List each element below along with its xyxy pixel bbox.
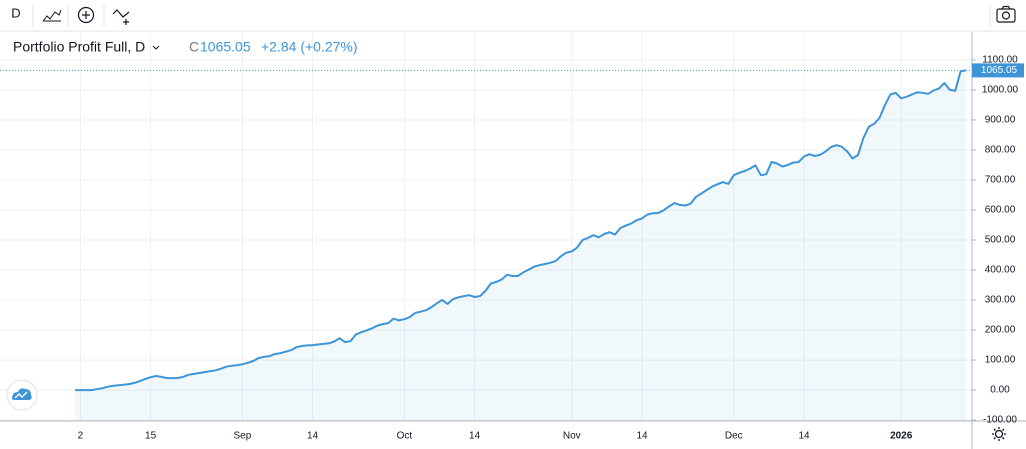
compare-button[interactable] (77, 6, 95, 24)
legend-menu-icon[interactable] (152, 45, 160, 50)
indicators-button[interactable] (112, 9, 130, 25)
interval-button[interactable]: D (11, 5, 20, 20)
last-price-tag (972, 63, 1024, 78)
x-tick-label: Sep (234, 431, 252, 442)
y-tick-label: 1100.00 (982, 55, 1018, 66)
x-tick-label: 14 (307, 431, 319, 442)
close-value: 1065.05 (200, 39, 251, 55)
y-tick-label: 1000.00 (982, 85, 1019, 96)
y-tick-label: 400.00 (985, 265, 1016, 276)
y-tick-label: 0.00 (990, 385, 1010, 396)
series-title: Portfolio Profit Full, D (13, 39, 145, 55)
change-value: +2.84 (+0.27%) (261, 39, 358, 55)
snapshot-button[interactable] (996, 5, 1016, 23)
y-tick-label: 900.00 (985, 115, 1016, 126)
y-tick-label: 300.00 (985, 295, 1016, 306)
y-tick-label: 600.00 (985, 205, 1016, 216)
y-tick-label: -100.00 (983, 415, 1017, 426)
last-price-label: 1065.05 (981, 65, 1018, 76)
y-tick-label: 200.00 (985, 325, 1016, 336)
x-tick-label: Nov (563, 431, 581, 442)
area-fill (75, 70, 966, 421)
y-tick-label: 800.00 (985, 145, 1016, 156)
y-tick-label: 500.00 (985, 235, 1016, 246)
settings-button[interactable] (992, 427, 1006, 441)
toolbar (0, 0, 1026, 31)
x-tick-label: 14 (469, 431, 481, 442)
x-tick-label: 2 (78, 431, 84, 442)
y-tick-label: 700.00 (985, 175, 1016, 186)
x-tick-label: 14 (636, 431, 648, 442)
close-label: C (189, 39, 199, 55)
x-tick-label: Dec (725, 431, 743, 442)
series-line (75, 69, 967, 392)
logo (6, 379, 38, 411)
x-tick-label: 2026 (890, 431, 913, 442)
x-tick-label: 15 (145, 431, 157, 442)
x-tick-label: Oct (397, 431, 413, 442)
y-tick-label: 100.00 (985, 355, 1016, 366)
x-tick-label: 14 (798, 431, 810, 442)
chart-style-button[interactable] (42, 9, 62, 22)
